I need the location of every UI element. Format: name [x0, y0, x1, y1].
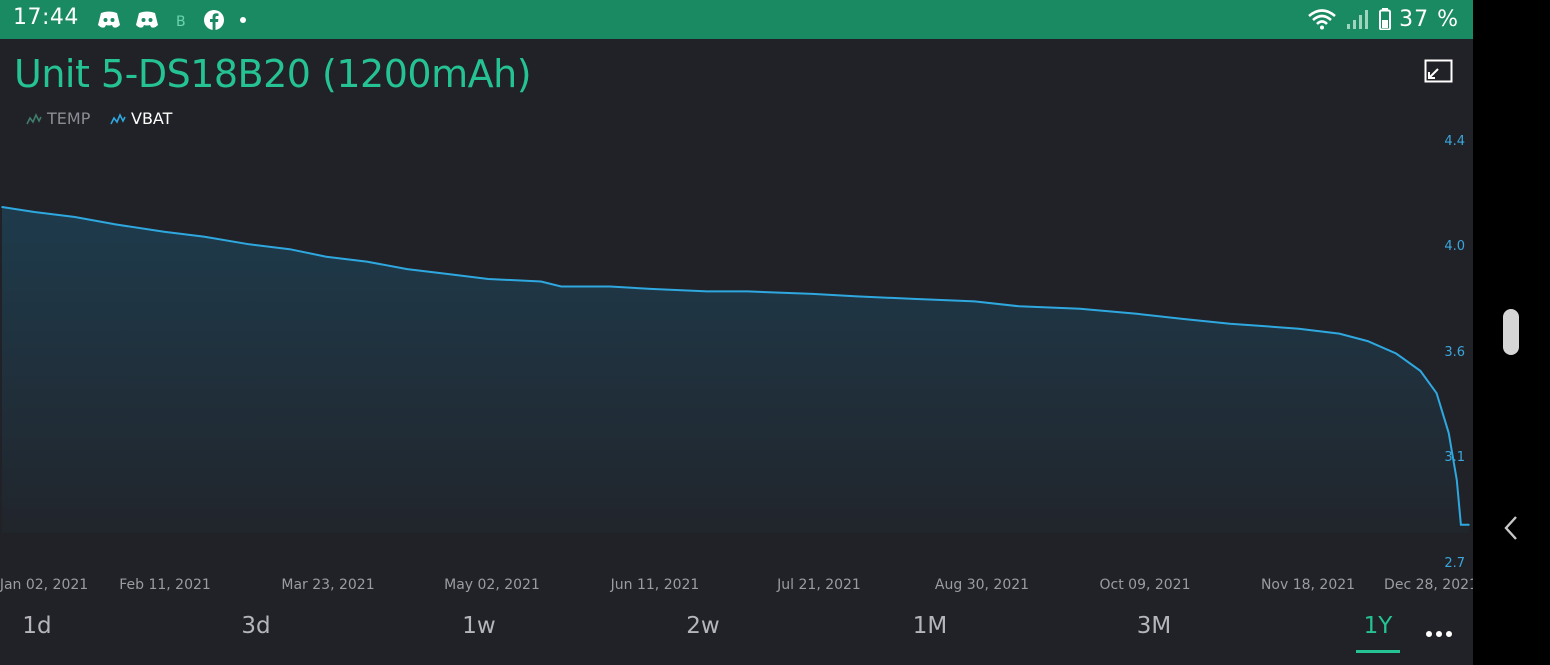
series-area-vbat: [2, 207, 1469, 533]
legend-item-vbat[interactable]: VBAT: [110, 109, 172, 128]
period-option-1d[interactable]: 1d: [22, 613, 52, 639]
widget-title: Unit 5-DS18B20 (1200mAh): [14, 52, 532, 96]
discord-icon: [136, 11, 158, 28]
period-option-1w[interactable]: 1w: [462, 613, 496, 639]
period-option-2w[interactable]: 2w: [686, 613, 720, 639]
data-point: [288, 248, 291, 250]
data-point: [1468, 524, 1470, 526]
data-point: [913, 298, 915, 300]
data-point: [973, 300, 976, 303]
svg-text:B: B: [176, 14, 186, 29]
x-tick-label: Feb 11, 2021: [119, 577, 211, 593]
y-tick-label: 4.0: [1444, 239, 1465, 254]
data-point: [540, 280, 542, 283]
data-point: [1229, 322, 1231, 325]
active-period-indicator: [1356, 650, 1400, 653]
data-point: [1447, 432, 1450, 434]
vbat-chart[interactable]: 4.4 4.0 3.6 3.1 2.7 Jan 02, 2021 Feb 11, 2021…: [0, 125, 1473, 600]
data-point: [649, 288, 652, 290]
battery-icon: [1379, 8, 1392, 30]
data-point: [406, 268, 409, 270]
data-point: [1435, 392, 1438, 395]
edge-panel-handle[interactable]: [1503, 309, 1519, 355]
app-screen: 17:44 B: [0, 0, 1473, 665]
more-options-icon[interactable]: [1424, 629, 1454, 639]
bitcoin-icon: B: [176, 14, 186, 29]
data-point: [811, 293, 814, 295]
data-point: [856, 295, 858, 298]
x-tick-label: Dec 28, 2021: [1384, 577, 1473, 593]
data-point: [1298, 327, 1300, 330]
series-line-vbat: [1, 206, 1469, 526]
data-point: [114, 223, 117, 226]
legend-label-vbat: VBAT: [131, 109, 173, 128]
y-tick-label: 3.1: [1444, 450, 1465, 465]
data-point: [1419, 370, 1422, 372]
period-option-3m[interactable]: 3M: [1136, 613, 1172, 639]
x-tick-label: Jan 02, 2021: [0, 577, 88, 593]
legend-item-temp[interactable]: TEMP: [26, 109, 90, 128]
x-tick-label: Nov 18, 2021: [1261, 577, 1355, 593]
fullscreen-toggle-icon[interactable]: [1424, 59, 1453, 83]
data-point: [1018, 305, 1020, 308]
data-point: [1180, 317, 1183, 320]
data-point: [1135, 313, 1138, 315]
data-point: [33, 211, 36, 213]
data-point: [447, 273, 449, 275]
y-tick-label: 3.6: [1444, 345, 1465, 360]
data-point: [1395, 352, 1397, 355]
signal-icon: [1347, 10, 1369, 29]
data-point: [74, 216, 76, 218]
data-point: [1, 206, 3, 208]
x-tick-label: May 02, 2021: [444, 577, 540, 593]
discord-icon: [98, 11, 120, 28]
data-point: [746, 290, 749, 293]
status-bar: 17:44 B: [0, 0, 1473, 39]
line-chart-icon: [26, 112, 42, 124]
battery-percentage: 37 %: [1399, 6, 1459, 32]
data-point: [1079, 308, 1081, 310]
data-point: [1460, 524, 1462, 526]
facebook-icon: [204, 10, 224, 31]
period-selector: 1d 3d 1w 2w 1M 3M 1Y: [0, 605, 1473, 655]
x-tick-label: Aug 30, 2021: [935, 577, 1029, 593]
data-point: [1456, 479, 1458, 481]
data-point: [248, 243, 250, 246]
data-point: [1338, 332, 1341, 335]
line-chart-icon: [110, 112, 126, 124]
data-point: [365, 260, 368, 263]
x-tick-label: Mar 23, 2021: [281, 577, 374, 593]
data-point: [203, 236, 206, 238]
x-tick-label: Jul 21, 2021: [776, 577, 861, 593]
data-point: [1366, 340, 1369, 342]
notification-icons: B: [97, 9, 247, 31]
status-right: 37 %: [1307, 4, 1459, 34]
period-option-1m[interactable]: 1M: [912, 613, 948, 639]
data-point: [706, 290, 708, 293]
y-tick-label: 4.4: [1444, 134, 1465, 149]
period-option-3d[interactable]: 3d: [241, 613, 271, 639]
legend-label-temp: TEMP: [47, 109, 91, 128]
wifi-icon: [1308, 9, 1336, 30]
period-option-1y[interactable]: 1Y: [1363, 613, 1393, 639]
data-point: [560, 285, 562, 288]
data-point: [487, 278, 490, 280]
x-tick-label: Jun 11, 2021: [610, 577, 700, 593]
data-point: [163, 231, 165, 233]
back-arrow-icon[interactable]: [1500, 514, 1522, 542]
y-tick-label: 2.7: [1444, 556, 1465, 571]
dot-icon: [240, 17, 246, 23]
data-point: [325, 255, 328, 258]
x-tick-label: Oct 09, 2021: [1100, 577, 1191, 593]
data-point: [609, 285, 611, 288]
status-time: 17:44: [13, 5, 79, 30]
